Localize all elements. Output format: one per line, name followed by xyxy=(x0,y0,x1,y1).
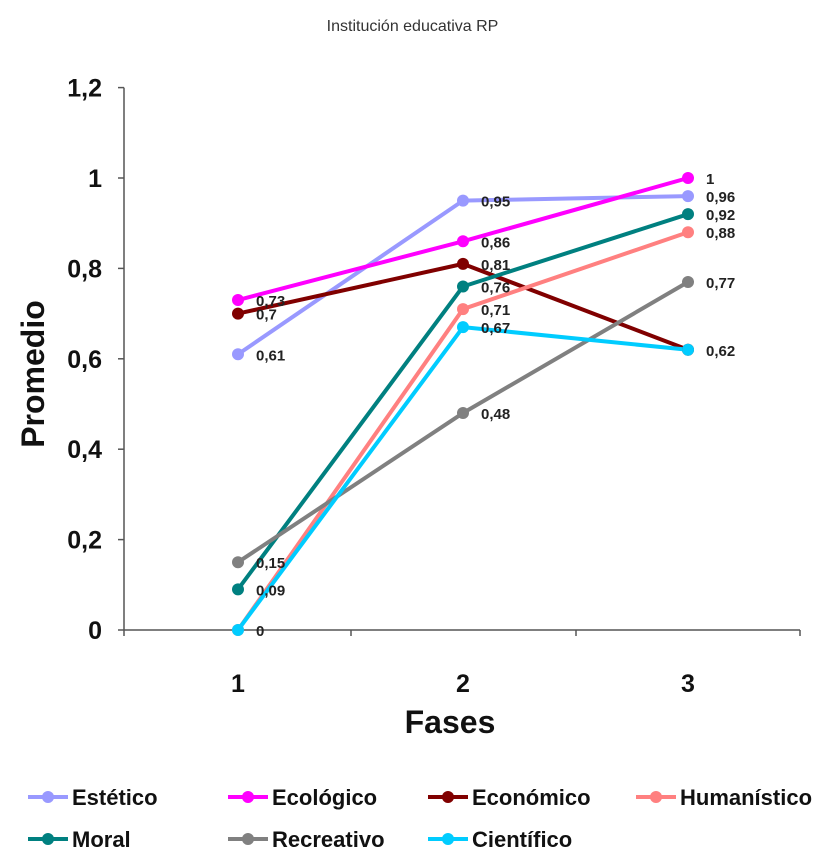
data-label: 0,95 xyxy=(481,194,510,211)
y-axis-ticks: 0 0,2 0,4 0,6 0,8 1 1,2 xyxy=(67,75,124,645)
series-points xyxy=(232,172,694,636)
data-label: 0,81 xyxy=(481,257,510,274)
legend-label: Humanístico xyxy=(680,785,812,810)
y-tick-label: 0,6 xyxy=(67,346,102,374)
data-point xyxy=(457,194,469,207)
data-point xyxy=(232,307,244,320)
x-tick-label: 1 xyxy=(231,670,245,698)
data-label: 0,96 xyxy=(706,189,735,206)
data-point xyxy=(682,208,694,221)
chart-title: Institución educativa RP xyxy=(326,18,499,35)
data-label: 1 xyxy=(706,171,714,188)
data-label: 0,48 xyxy=(481,406,510,423)
data-labels: 0,61 0,95 0,96 0,73 0,86 1 0,7 0,81 0,71 0,88 0,09… xyxy=(256,171,735,640)
legend-swatch-marker xyxy=(42,791,54,803)
y-tick-label: 0,8 xyxy=(67,255,102,283)
data-point xyxy=(232,348,244,361)
data-point xyxy=(457,303,469,316)
data-label: 0,62 xyxy=(706,343,735,360)
data-label: 0,61 xyxy=(256,347,285,364)
data-label: 0,7 xyxy=(256,307,277,324)
legend-swatch-marker xyxy=(442,833,454,845)
data-point xyxy=(232,583,244,596)
data-point xyxy=(682,172,694,184)
data-point xyxy=(457,407,469,420)
data-point xyxy=(232,556,244,569)
series-line xyxy=(236,325,689,632)
legend-label: Económico xyxy=(472,785,591,810)
x-tick-label: 2 xyxy=(456,670,470,698)
y-tick-label: 1 xyxy=(88,165,102,193)
data-label: 0,15 xyxy=(256,555,285,572)
data-label: 0,67 xyxy=(481,320,510,337)
legend-swatch-marker xyxy=(242,791,254,803)
data-point xyxy=(682,343,694,356)
data-label: 0,92 xyxy=(706,207,735,224)
data-label: 0,73 xyxy=(256,293,285,310)
data-point xyxy=(457,321,469,334)
y-tick-label: 0 xyxy=(88,617,102,645)
legend-swatch-marker xyxy=(650,791,662,803)
data-label: 0,71 xyxy=(481,302,510,319)
y-tick-label: 1,2 xyxy=(67,75,102,103)
data-point xyxy=(232,624,244,636)
legend-label: Recreativo xyxy=(272,827,385,852)
x-tick-label: 3 xyxy=(681,670,695,698)
legend-label: Moral xyxy=(72,827,131,852)
legend-label: Ecológico xyxy=(272,785,377,810)
data-label: 0,76 xyxy=(481,279,510,296)
legend-swatch-marker xyxy=(442,791,454,803)
data-point xyxy=(457,235,469,248)
x-axis-ticks: 1 2 3 xyxy=(123,630,801,698)
x-axis-title: Fases xyxy=(405,704,496,740)
data-point xyxy=(457,280,469,293)
legend-label: Científico xyxy=(472,827,572,852)
axes xyxy=(123,87,800,631)
data-label: 0,77 xyxy=(706,275,735,292)
y-tick-label: 0,4 xyxy=(67,436,102,464)
data-label: 0,09 xyxy=(256,582,285,599)
y-tick-label: 0,2 xyxy=(67,527,102,555)
data-label: 0 xyxy=(256,623,264,640)
legend: Estético Ecológico Económico Humanístico Mor… xyxy=(28,785,812,852)
data-point xyxy=(457,257,469,270)
legend-swatch-marker xyxy=(42,833,54,845)
data-point xyxy=(682,275,694,288)
legend-swatch-marker xyxy=(242,833,254,845)
data-point xyxy=(232,294,244,307)
legend-label: Estético xyxy=(72,785,158,810)
data-label: 0,88 xyxy=(706,225,735,242)
data-point xyxy=(682,190,694,203)
data-point xyxy=(682,226,694,239)
data-label: 0,86 xyxy=(481,234,510,251)
y-axis-title: Promedio xyxy=(15,300,51,448)
